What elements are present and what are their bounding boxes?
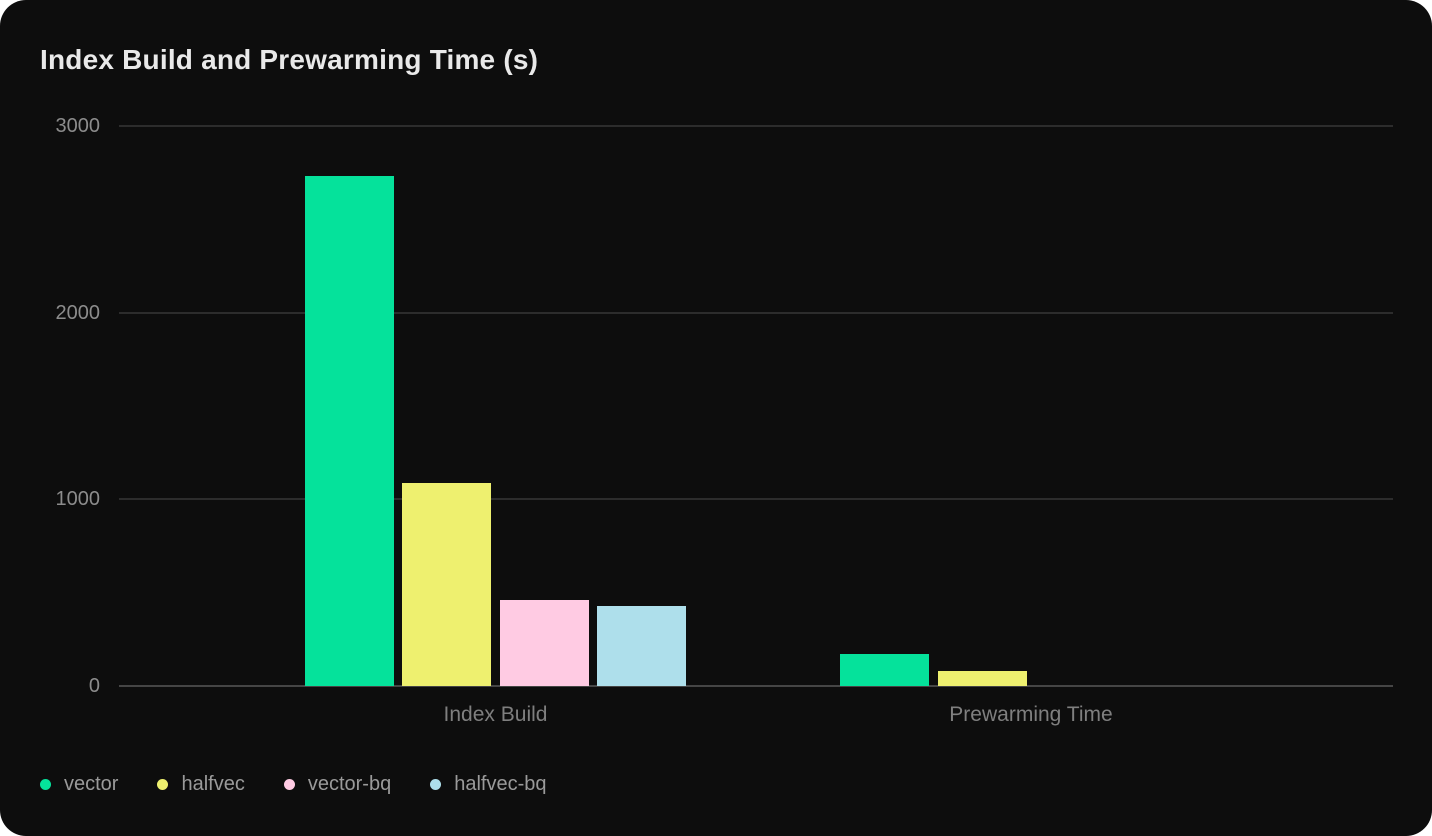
legend: vector halfvec vector-bq halfvec-bq — [40, 770, 547, 798]
plot-area: 0 1000 2000 3000 Index Build Prewarming Time — [56, 116, 1393, 726]
gridline-1000 — [119, 498, 1393, 501]
legend-dot-icon — [283, 778, 295, 790]
bar-halfvec-prewarming-time — [937, 671, 1027, 686]
bar-halfvec-bq-index-build — [597, 605, 687, 686]
legend-label: vector-bq — [307, 773, 392, 795]
gridline-3000 — [119, 125, 1393, 127]
x-axis-label-prewarming-time: Prewarming Time — [949, 703, 1113, 726]
x-axis-label-index-build: Index Build — [443, 703, 548, 726]
y-tick-label-0: 0 — [88, 675, 100, 697]
y-tick-label-3000: 3000 — [55, 115, 101, 137]
y-tick-label-1000: 1000 — [55, 488, 101, 511]
legend-dot-icon — [40, 778, 51, 790]
bar-vector-prewarming-time — [840, 654, 930, 686]
legend-dot-icon — [430, 778, 442, 790]
legend-item-halfvec-bq[interactable]: halfvec-bq — [430, 770, 547, 798]
gridline-2000 — [119, 311, 1393, 314]
y-tick-label-2000: 2000 — [55, 301, 101, 324]
legend-item-vector[interactable]: vector — [40, 770, 118, 798]
legend-item-halfvec[interactable]: halfvec — [157, 770, 245, 798]
gridline-0 — [119, 685, 1393, 687]
bar-vector-index-build — [304, 176, 394, 686]
bar-halfvec-index-build — [402, 483, 492, 686]
legend-label: halfvec — [181, 773, 245, 795]
legend-dot-icon — [157, 778, 169, 790]
chart-title: Index Build and Prewarming Time (s) — [40, 44, 539, 75]
bar-vector-bq-index-build — [499, 600, 589, 686]
legend-label: halfvec-bq — [454, 773, 547, 795]
legend-item-vector-bq[interactable]: vector-bq — [283, 770, 392, 798]
legend-label: vector — [64, 773, 119, 795]
